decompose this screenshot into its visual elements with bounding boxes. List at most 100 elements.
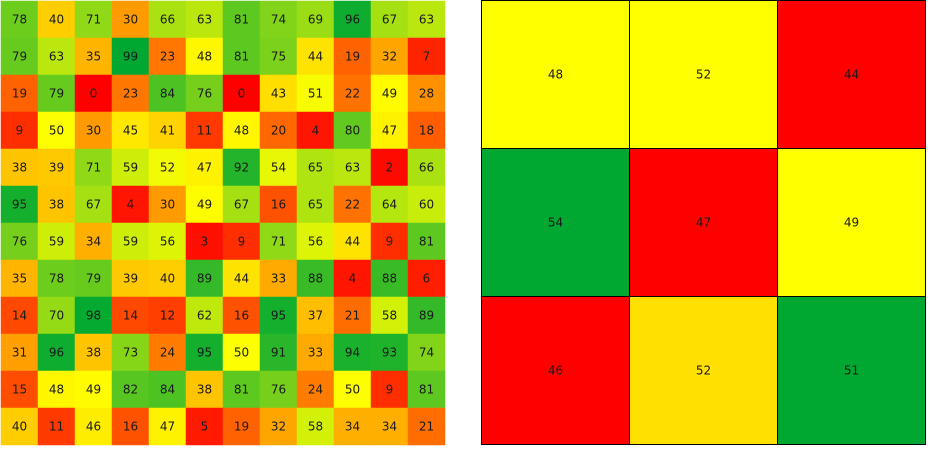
heatmap-cell (481, 148, 630, 297)
heatmap-cell (629, 296, 778, 445)
cell-value-label: 28 (419, 87, 434, 101)
cell-value-label: 11 (197, 124, 212, 138)
cell-value-label: 30 (86, 124, 101, 138)
cell-value-label: 38 (197, 383, 212, 397)
cell-value-label: 89 (419, 309, 434, 323)
heatmap-cell (629, 0, 778, 149)
cell-value-label: 79 (86, 272, 101, 286)
heatmap-cell (0, 0, 39, 39)
heatmap-cell (407, 111, 446, 150)
cell-value-label: 9 (238, 235, 246, 249)
cell-value-label: 96 (345, 13, 360, 27)
heatmap-cell (0, 74, 39, 113)
cell-value-label: 38 (49, 198, 64, 212)
heatmap-cell (37, 148, 76, 187)
cell-value-label: 22 (345, 87, 360, 101)
heatmap-cell (222, 370, 261, 409)
heatmap-cell (407, 259, 446, 298)
cell-value-label: 78 (12, 13, 27, 27)
heatmap-cell (333, 259, 372, 298)
heatmap-cell (259, 0, 298, 39)
cell-value-label: 39 (123, 272, 138, 286)
cell-value-label: 34 (86, 235, 101, 249)
heatmap-cell (333, 333, 372, 372)
cell-value-label: 16 (271, 198, 286, 212)
heatmap-cell (111, 185, 150, 224)
heatmap-cell (74, 407, 113, 446)
cell-value-label: 11 (49, 420, 64, 434)
heatmap-cell (185, 148, 224, 187)
heatmap-cell (407, 222, 446, 261)
heatmap-cell (148, 222, 187, 261)
cell-value-label: 75 (271, 50, 286, 64)
heatmap-cell (37, 0, 76, 39)
heatmap-cell (74, 148, 113, 187)
heatmap-cell (111, 222, 150, 261)
cell-value-label: 54 (548, 216, 563, 230)
cell-value-label: 39 (49, 161, 64, 175)
cell-value-label: 88 (382, 272, 397, 286)
heatmap-cell (0, 259, 39, 298)
cell-value-label: 4 (127, 198, 135, 212)
heatmap-cell (296, 185, 335, 224)
heatmap-cell (259, 185, 298, 224)
heatmap-cell (259, 37, 298, 76)
cell-value-label: 96 (49, 346, 64, 360)
heatmap-cell (407, 37, 446, 76)
heatmap-cell (185, 185, 224, 224)
heatmap-cell (259, 370, 298, 409)
cell-value-label: 71 (86, 161, 101, 175)
heatmap-cell (111, 296, 150, 335)
heatmap-cell (37, 222, 76, 261)
cell-value-label: 4 (312, 124, 320, 138)
cell-value-label: 51 (844, 364, 859, 378)
heatmap-cell (333, 185, 372, 224)
heatmap-cell (0, 111, 39, 150)
cell-value-label: 21 (345, 309, 360, 323)
cell-value-label: 63 (49, 50, 64, 64)
heatmap-cell (259, 333, 298, 372)
cell-value-label: 93 (382, 346, 397, 360)
cell-value-label: 19 (12, 87, 27, 101)
cell-value-label: 40 (160, 272, 175, 286)
cell-value-label: 65 (308, 161, 323, 175)
heatmap-cell (296, 296, 335, 335)
cell-value-label: 35 (86, 50, 101, 64)
cell-value-label: 5 (201, 420, 209, 434)
heatmap-cell (185, 37, 224, 76)
cell-value-label: 48 (197, 50, 212, 64)
cell-value-label: 58 (382, 309, 397, 323)
cell-value-label: 59 (123, 235, 138, 249)
cell-value-label: 74 (271, 13, 286, 27)
cell-value-label: 34 (345, 420, 360, 434)
heatmap-cell (37, 407, 76, 446)
cell-value-label: 63 (197, 13, 212, 27)
cell-value-label: 95 (271, 309, 286, 323)
cell-value-label: 31 (12, 346, 27, 360)
cell-value-label: 73 (123, 346, 138, 360)
cell-value-label: 66 (160, 13, 175, 27)
cell-value-label: 38 (12, 161, 27, 175)
heatmap-cell (0, 148, 39, 187)
heatmap-cell (222, 333, 261, 372)
cell-value-label: 64 (382, 198, 397, 212)
heatmap-cell (407, 370, 446, 409)
cell-value-label: 23 (123, 87, 138, 101)
cell-value-label: 52 (160, 161, 175, 175)
cell-value-label: 91 (271, 346, 286, 360)
cell-value-label: 79 (49, 87, 64, 101)
cell-value-label: 79 (12, 50, 27, 64)
heatmap-cell (481, 0, 630, 149)
cell-value-label: 80 (345, 124, 360, 138)
heatmap-cell (222, 37, 261, 76)
heatmap-cell (259, 259, 298, 298)
heatmap-cell (777, 0, 926, 149)
cell-value-label: 62 (197, 309, 212, 323)
heatmap-cell (370, 148, 409, 187)
cell-value-label: 48 (49, 383, 64, 397)
heatmap-cell (370, 259, 409, 298)
cell-value-label: 66 (419, 161, 434, 175)
heatmap-cell (407, 296, 446, 335)
